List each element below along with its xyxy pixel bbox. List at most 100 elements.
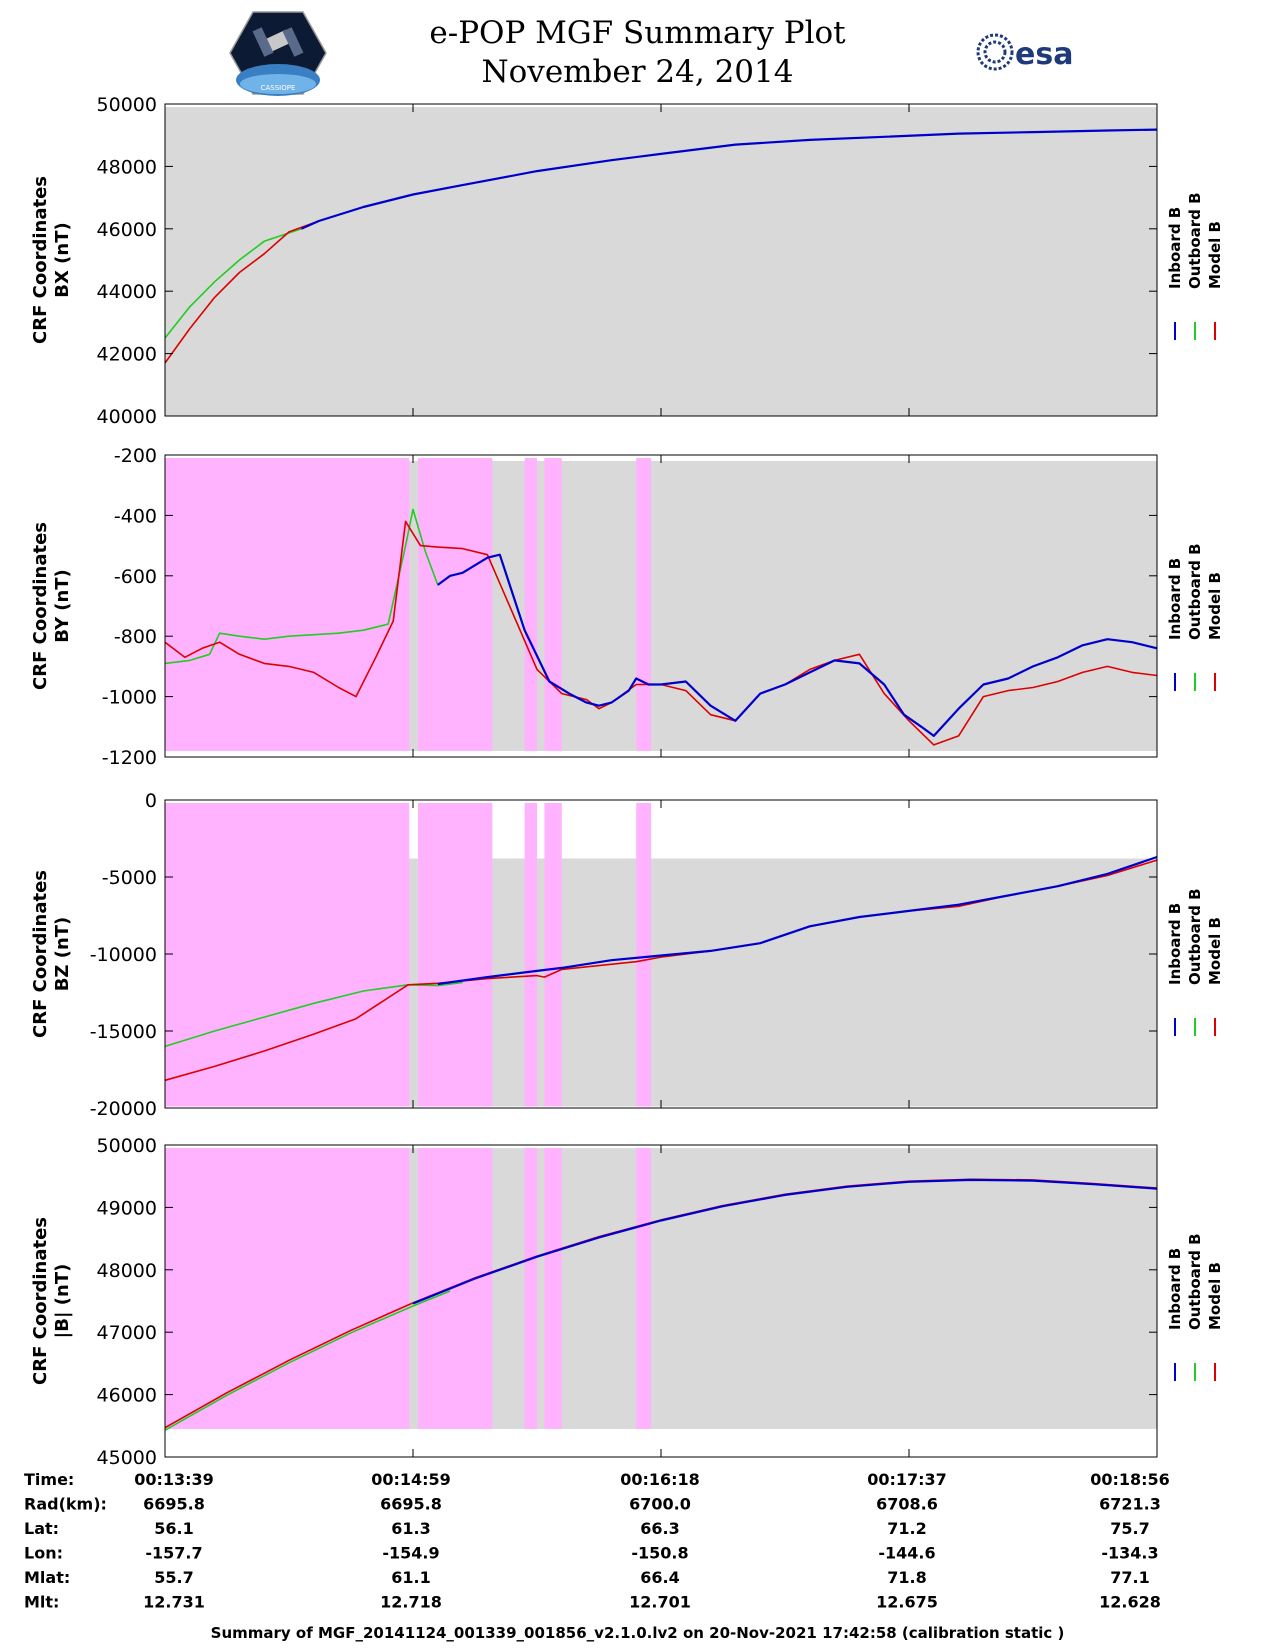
info-row-label: Mlat: bbox=[24, 1568, 70, 1587]
cassiope-mission-logo: CASSIOPE bbox=[229, 11, 327, 96]
info-cell: -154.9 bbox=[382, 1544, 439, 1563]
info-cell: 00:16:18 bbox=[620, 1470, 700, 1489]
legend-label: Outboard B bbox=[1186, 1233, 1204, 1330]
legend-label: Model B bbox=[1206, 572, 1224, 640]
legend-label: Outboard B bbox=[1186, 543, 1204, 640]
y-axis-label: BZ (nT) bbox=[52, 917, 73, 992]
flag-region bbox=[417, 458, 493, 751]
y-tick-label: -15000 bbox=[90, 1021, 157, 1043]
y-tick-label: -600 bbox=[114, 566, 157, 588]
info-cell: 61.1 bbox=[391, 1568, 430, 1587]
series-line-inboard-b bbox=[437, 855, 1158, 986]
legend-label: Inboard B bbox=[1166, 1248, 1184, 1330]
series-line-inboard-b bbox=[300, 128, 1158, 230]
info-cell: -157.7 bbox=[145, 1544, 202, 1563]
info-cell: 00:13:39 bbox=[134, 1470, 214, 1489]
y-tick-label: -1200 bbox=[102, 747, 157, 769]
y-tick-label: 40000 bbox=[97, 406, 157, 428]
info-row-label: Rad(km): bbox=[24, 1495, 107, 1514]
y-tick-label: 47000 bbox=[97, 1322, 157, 1344]
info-cell: 12.701 bbox=[629, 1593, 691, 1612]
panel-4: 45000 46000 47000 48000 49000 50000 CRF Coordi… bbox=[30, 1135, 1224, 1469]
legend-label: Model B bbox=[1206, 1262, 1224, 1330]
y-tick-label: -200 bbox=[114, 445, 157, 467]
series-line-outboard-b bbox=[164, 981, 463, 1048]
series-line-inboard-b bbox=[412, 1178, 1158, 1305]
legend-label: Inboard B bbox=[1166, 903, 1184, 985]
info-cell: 00:18:56 bbox=[1090, 1470, 1170, 1489]
footer-summary: Summary of MGF_20141124_001339_001856_v2… bbox=[210, 1624, 1065, 1642]
flag-region bbox=[524, 458, 537, 751]
info-cell: 55.7 bbox=[154, 1568, 193, 1587]
info-cell: 12.731 bbox=[143, 1593, 205, 1612]
flag-region bbox=[165, 1148, 410, 1429]
y-tick-label: 48000 bbox=[97, 156, 157, 178]
y-tick-label: -1000 bbox=[102, 687, 157, 709]
info-row-label: Lat: bbox=[24, 1519, 59, 1538]
y-axis-label: CRF Coordinates bbox=[30, 870, 51, 1038]
info-cell: 00:14:59 bbox=[371, 1470, 451, 1489]
y-axis-label: CRF Coordinates bbox=[30, 522, 51, 690]
panel-1: 40000 42000 44000 46000 48000 50000 CRF Coordi… bbox=[30, 94, 1224, 428]
y-axis-label: BY (nT) bbox=[52, 569, 73, 643]
flag-region bbox=[544, 1148, 562, 1429]
y-tick-label: -400 bbox=[114, 505, 157, 527]
panel-2: -1200 -1000 -800 -600 -400 -200 CRF Coordinate… bbox=[30, 445, 1224, 769]
info-cell: 61.3 bbox=[391, 1519, 430, 1538]
info-cell: 66.3 bbox=[640, 1519, 679, 1538]
legend-label: Model B bbox=[1206, 221, 1224, 289]
series-line-model-b bbox=[164, 220, 320, 364]
y-axis-label: |B| (nT) bbox=[52, 1264, 73, 1339]
y-tick-label: 46000 bbox=[97, 219, 157, 241]
flag-region bbox=[417, 803, 493, 1107]
y-tick-label: 44000 bbox=[97, 281, 157, 303]
flag-region bbox=[524, 1148, 537, 1429]
flag-region bbox=[544, 458, 562, 751]
esa-logo: esa bbox=[976, 33, 1073, 72]
legend-label: Inboard B bbox=[1166, 207, 1184, 289]
y-tick-label: -10000 bbox=[90, 944, 157, 966]
legend: Inboard B Outboard B Model B bbox=[1166, 192, 1224, 340]
info-cell: 66.4 bbox=[640, 1568, 679, 1587]
page-title: e-POP MGF Summary Plot bbox=[429, 15, 846, 51]
legend: Inboard B Outboard B Model B bbox=[1166, 888, 1224, 1036]
info-cell: 56.1 bbox=[154, 1519, 193, 1538]
series-line-outboard-b bbox=[164, 1290, 451, 1431]
flag-region bbox=[636, 803, 652, 1107]
flag-region bbox=[417, 1148, 493, 1429]
flag-region bbox=[524, 803, 537, 1107]
info-cell: 77.1 bbox=[1110, 1568, 1149, 1587]
y-tick-label: 50000 bbox=[97, 94, 157, 116]
plot-background bbox=[165, 107, 1157, 417]
flag-region bbox=[636, 1148, 652, 1429]
info-cell: -134.3 bbox=[1101, 1544, 1158, 1563]
legend: Inboard B Outboard B Model B bbox=[1166, 1233, 1224, 1381]
y-tick-label: 45000 bbox=[97, 1447, 157, 1469]
info-cell: 12.675 bbox=[876, 1593, 938, 1612]
legend: Inboard B Outboard B Model B bbox=[1166, 543, 1224, 691]
y-tick-label: 49000 bbox=[97, 1197, 157, 1219]
legend-label: Model B bbox=[1206, 917, 1224, 985]
legend-label: Outboard B bbox=[1186, 192, 1204, 289]
legend-label: Inboard B bbox=[1166, 558, 1184, 640]
flag-region bbox=[544, 803, 562, 1107]
y-tick-label: -5000 bbox=[102, 867, 157, 889]
info-row-label: Mlt: bbox=[24, 1593, 59, 1612]
y-axis-label: CRF Coordinates bbox=[30, 176, 51, 344]
y-axis-label: CRF Coordinates bbox=[30, 1217, 51, 1385]
info-cell: 6721.3 bbox=[1099, 1495, 1161, 1514]
info-row-label: Time: bbox=[24, 1470, 74, 1489]
y-tick-label: 46000 bbox=[97, 1385, 157, 1407]
info-cell: 71.2 bbox=[887, 1519, 926, 1538]
info-cell: 6708.6 bbox=[876, 1495, 938, 1514]
flag-region bbox=[165, 803, 410, 1107]
info-cell: 71.8 bbox=[887, 1568, 926, 1587]
info-cell: 6695.8 bbox=[143, 1495, 205, 1514]
info-cell: -150.8 bbox=[631, 1544, 688, 1563]
series-line-inboard-b bbox=[437, 553, 1158, 738]
info-cell: 12.718 bbox=[380, 1593, 442, 1612]
flag-region bbox=[636, 458, 652, 751]
plot-date: November 24, 2014 bbox=[481, 54, 794, 90]
info-row-label: Lon: bbox=[24, 1544, 63, 1563]
legend-label: Outboard B bbox=[1186, 888, 1204, 985]
